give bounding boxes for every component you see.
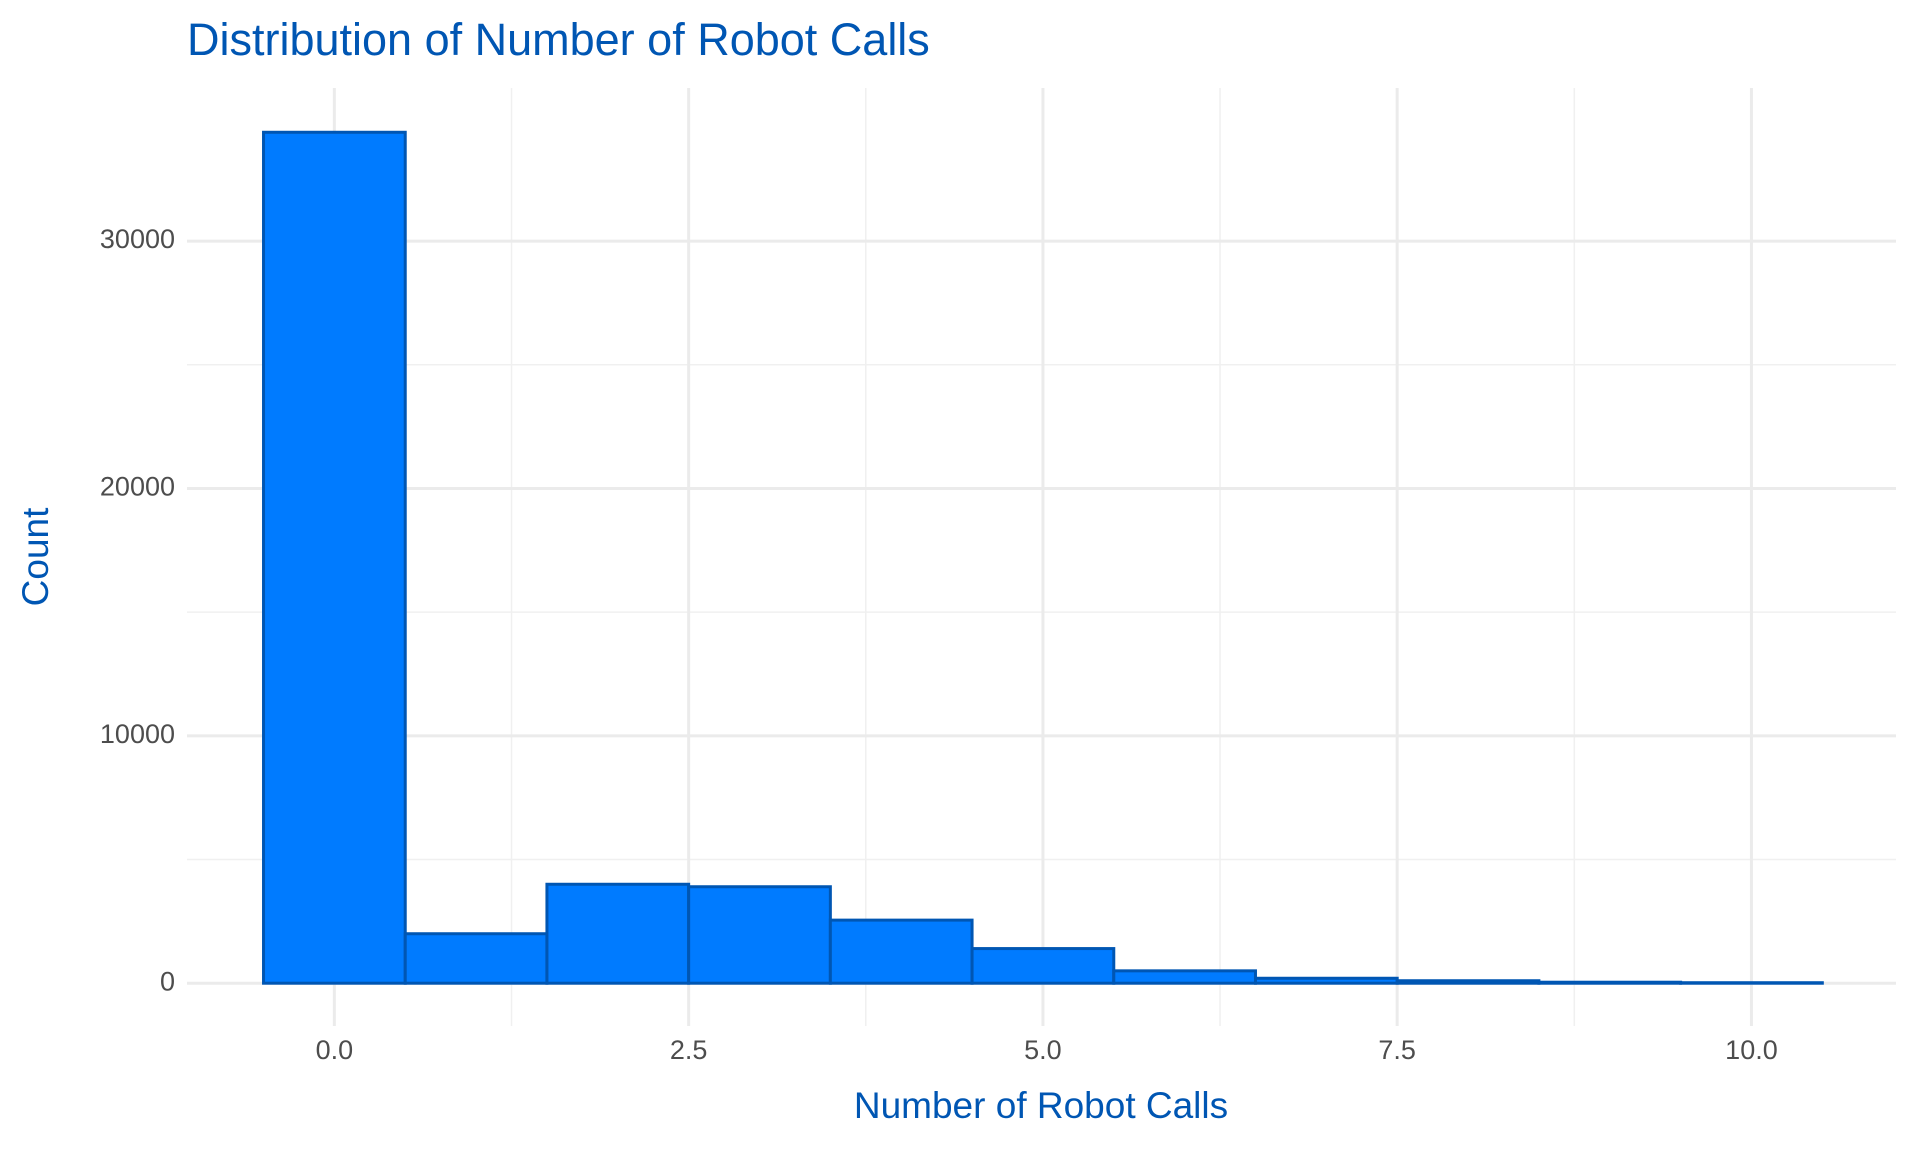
x-tick-label: 5.0 bbox=[1024, 1035, 1062, 1065]
x-tick-label: 7.5 bbox=[1378, 1035, 1416, 1065]
chart-title: Distribution of Number of Robot Calls bbox=[187, 14, 930, 65]
x-tick-label: 0.0 bbox=[316, 1035, 354, 1065]
bar bbox=[262, 130, 407, 985]
bar bbox=[1395, 979, 1541, 985]
y-axis-label: Count bbox=[15, 507, 56, 606]
bar bbox=[1253, 976, 1399, 985]
y-tick-label: 30000 bbox=[100, 224, 175, 254]
y-tick-label: 0 bbox=[160, 966, 175, 996]
bar bbox=[1537, 980, 1683, 985]
y-tick-label: 20000 bbox=[100, 472, 175, 502]
bar bbox=[545, 882, 691, 985]
bar bbox=[970, 947, 1116, 985]
y-tick-label: 10000 bbox=[100, 719, 175, 749]
x-tick-label: 10.0 bbox=[1725, 1035, 1778, 1065]
x-tick-label: 2.5 bbox=[670, 1035, 708, 1065]
bar bbox=[1112, 969, 1257, 985]
bar bbox=[403, 932, 549, 985]
bar bbox=[828, 918, 974, 985]
x-axis-label: Number of Robot Calls bbox=[854, 1085, 1228, 1126]
bar bbox=[687, 885, 832, 985]
